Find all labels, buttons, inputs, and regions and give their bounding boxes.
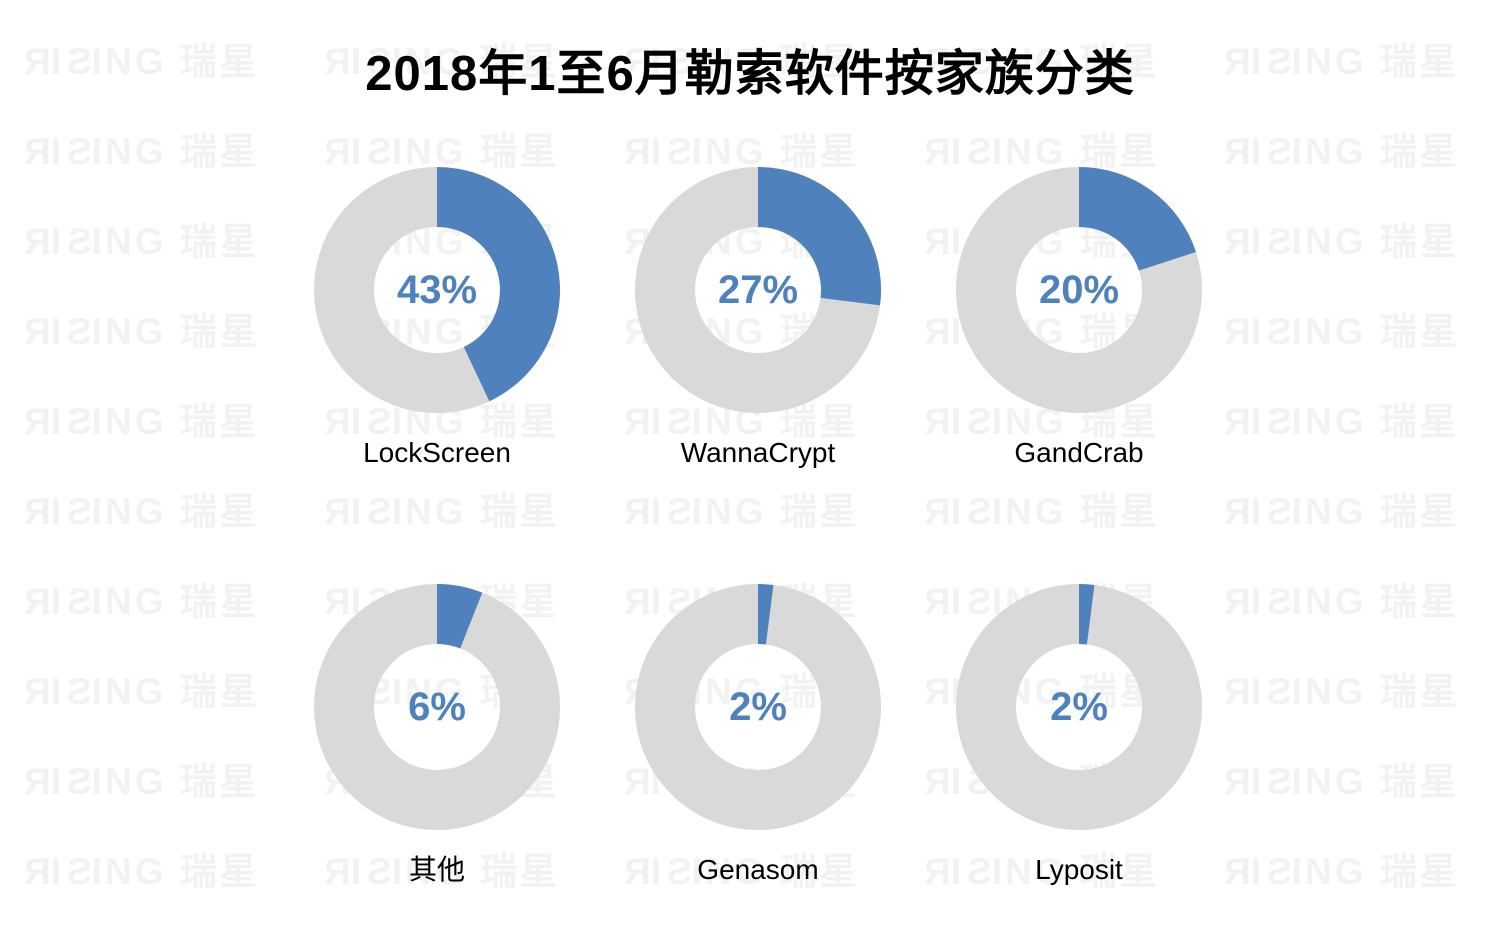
watermark-rising-logo: RISING 瑞星 [21,221,260,262]
donut-family-label: LockScreen [363,437,511,468]
watermark-rising-logo: RISING 瑞星 [21,401,260,442]
watermark-rising-logo: RISING 瑞星 [621,41,860,82]
donut-percent-label: 6% [408,684,466,729]
watermark-rising-logo: RISING 瑞星 [21,41,260,82]
donut-percent-label: 2% [729,684,787,729]
donut-value-slice [1079,584,1095,645]
donut-ring [635,584,881,830]
watermark-rising-logo: RISING 瑞星 [321,41,560,82]
donut-chart: 20% GandCrab [949,167,1209,517]
watermark-rising-logo: RISING 瑞星 [321,851,560,892]
donut-ring [635,167,881,413]
watermark-rising-logo: RISING 瑞星 [621,851,860,892]
donut-value-slice [1079,167,1196,271]
donut-ring [956,584,1202,830]
donut-chart: 2% Lyposit [949,584,1209,934]
watermark-rising-logo: RISING 瑞星 [1221,671,1460,712]
watermark-rising-logo: RISING 瑞星 [321,491,560,532]
watermark-rising-logo: RISING 瑞星 [1221,221,1460,262]
donut-percent-label: 2% [1050,684,1108,729]
donut-value-slice [758,584,774,645]
watermark-rising-logo: RISING 瑞星 [921,131,1160,172]
donut-chart: 2% Genasom [628,584,888,934]
donut-chart: 43% LockScreen [307,167,567,517]
watermark-rising-logo: RISING 瑞星 [1221,581,1460,622]
donut-value-slice [437,167,560,402]
watermark-rising-logo: RISING 瑞星 [1221,851,1460,892]
donut-percent-label: 27% [717,267,799,312]
watermark-rising-logo: RISING 瑞星 [921,41,1160,82]
donut-family-label: WannaCrypt [680,437,836,468]
watermark-rising-logo: RISING 瑞星 [921,671,1160,712]
donut-ring [314,167,560,413]
watermark-rising-logo: RISING 瑞星 [1221,41,1460,82]
watermark-rising-logo: RISING 瑞星 [1221,131,1460,172]
donut-ring [956,167,1202,413]
watermark-rising-logo: RISING 瑞星 [621,491,860,532]
donut-chart: 6% 其他 [307,584,567,934]
donut-family-label: Lyposit [1035,854,1123,885]
donut-value-slice [437,584,483,649]
watermark-rising-logo: RISING 瑞星 [21,311,260,352]
watermark-rising-logo: RISING 瑞星 [1221,311,1460,352]
watermark-rising-logo: RISING 瑞星 [321,401,560,442]
watermark-rising-logo: RISING 瑞星 [21,851,260,892]
watermark-rising-logo: RISING 瑞星 [21,491,260,532]
donut-chart: 27% WannaCrypt [628,167,888,517]
watermark-rising-logo: RISING 瑞星 [921,851,1160,892]
donut-ring [314,584,560,830]
donut-family-label: 其他 [408,854,465,885]
watermark-rising-logo: RISING 瑞星 [21,131,260,172]
watermark-rising-logo: RISING 瑞星 [1221,491,1460,532]
watermark-rising-logo: RISING 瑞星 [21,761,260,802]
watermark-rising-logo: RISING 瑞星 [21,671,260,712]
donut-percent-label: 20% [1038,267,1120,312]
watermark-rising-logo: RISING 瑞星 [21,581,260,622]
page-title: 2018年1至6月勒索软件按家族分类 [365,47,1135,101]
donut-percent-label: 43% [396,267,478,312]
watermark-rising-logo: RISING 瑞星 [321,131,560,172]
watermark-rising-logo: RISING 瑞星 [1221,761,1460,802]
watermark-rising-logo: RISING 瑞星 [1221,401,1460,442]
donut-value-slice [758,167,881,306]
watermark-rising-logo: RISING 瑞星 [621,131,860,172]
watermark-rising-logo: RISING 瑞星 [921,491,1160,532]
donut-family-label: Genasom [697,854,819,885]
donut-family-label: GandCrab [1014,437,1144,468]
